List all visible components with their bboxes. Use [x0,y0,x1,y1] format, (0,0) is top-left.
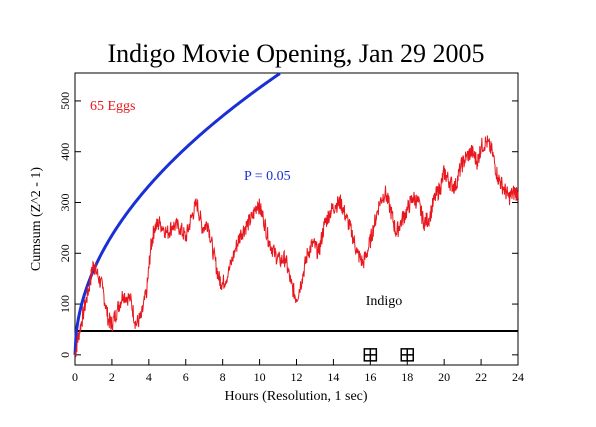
event-label: Indigo [366,294,403,309]
eggs-series-line [74,135,519,358]
x-tick-label: 14 [327,370,339,384]
event-marker-icon [363,348,378,362]
x-tick-label: 0 [72,370,78,384]
x-axis-ticks: 0 2 4 6 8 10 12 14 16 18 20 22 24 [72,359,524,384]
x-tick-label: 4 [146,370,152,384]
x-tick-label: 8 [220,370,226,384]
event-markers [363,348,414,362]
y-tick-label: 300 [58,193,72,211]
x-axis-label: Hours (Resolution, 1 sec) [224,389,367,404]
x-tick-label: 10 [254,370,266,384]
p-005-curve [73,72,281,355]
x-tick-label: 2 [109,370,115,384]
p-label: P = 0.05 [244,169,291,184]
plot-frame [74,72,519,366]
chart-title: Indigo Movie Opening, Jan 29 2005 [108,39,485,68]
x-tick-label: 12 [291,370,303,384]
x-tick-label: 24 [512,370,524,384]
y-axis-ticks: 0 100 200 300 400 500 [58,92,518,358]
x-tick-label: 16 [364,370,376,384]
y-axis-label: Cumsum (Z^2 - 1) [29,167,44,272]
event-marker-icon [400,348,414,362]
y-tick-label: 400 [58,143,72,161]
y-tick-label: 200 [58,244,72,262]
y-tick-label: 100 [58,295,72,313]
x-tick-label: 6 [183,370,189,384]
x-tick-label: 22 [475,370,487,384]
x-tick-label: 18 [401,370,413,384]
y-tick-label: 500 [58,92,72,110]
x-tick-label: 20 [438,370,450,384]
eggs-label: 65 Eggs [90,99,136,114]
y-tick-label: 0 [58,352,72,358]
